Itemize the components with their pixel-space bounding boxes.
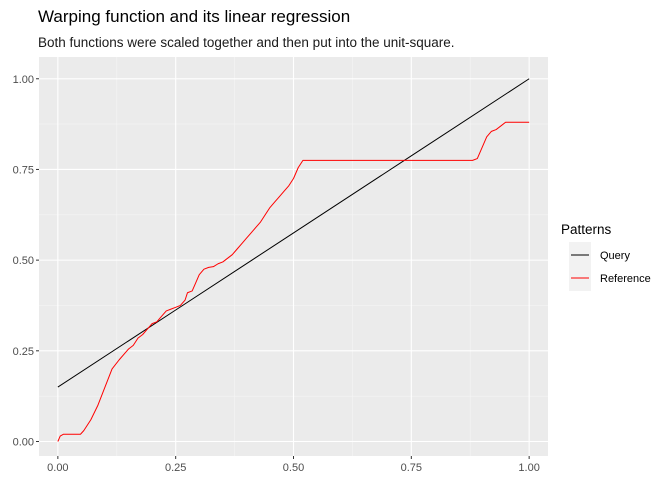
x-tick-label: 0.25 (165, 462, 186, 474)
y-axis-tick-labels: 0.00 0.25 0.50 0.75 1.00 (13, 74, 34, 449)
x-axis-tick-labels: 0.00 0.25 0.50 0.75 1.00 (47, 462, 540, 474)
y-tick-label: 0.00 (13, 436, 34, 448)
major-gridlines (39, 57, 548, 456)
x-tick-label: 0.75 (401, 462, 422, 474)
chart-title: Warping function and its linear regressi… (38, 7, 351, 26)
y-tick-label: 0.25 (13, 346, 34, 358)
x-tick-label: 0.00 (47, 462, 68, 474)
axis-ticks (36, 78, 530, 459)
legend: Patterns Query Reference (561, 222, 651, 291)
legend-label-reference: Reference (600, 273, 651, 285)
y-tick-label: 0.50 (13, 255, 34, 267)
x-tick-label: 0.50 (283, 462, 304, 474)
series-layer (57, 78, 530, 442)
y-tick-label: 0.75 (13, 164, 34, 176)
y-tick-label: 1.00 (13, 74, 34, 86)
series-line-reference (57, 121, 530, 442)
legend-title: Patterns (561, 222, 612, 237)
chart-subtitle: Both functions were scaled together and … (38, 35, 455, 50)
x-tick-label: 1.00 (518, 462, 539, 474)
legend-label-query: Query (600, 250, 630, 262)
series-line-query (57, 78, 530, 388)
